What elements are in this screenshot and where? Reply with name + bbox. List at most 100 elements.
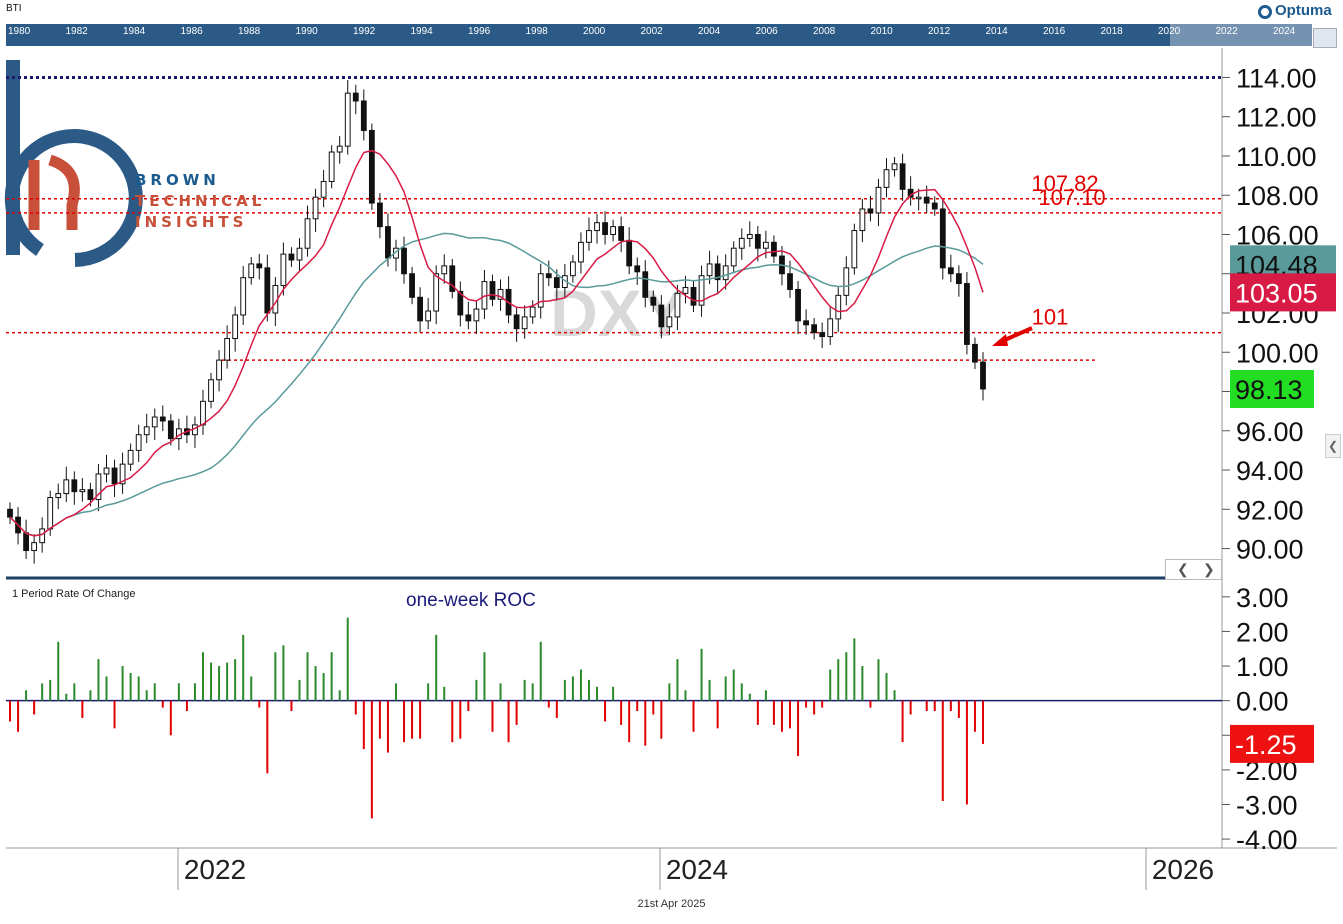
price-y-tick-label: 112.00 (1236, 103, 1317, 133)
candle-body (489, 281, 496, 300)
navigator-year-label: 1982 (65, 26, 88, 37)
price-y-tick-label: 110.00 (1236, 142, 1317, 172)
roc-y-tick-label: -4.00 (1236, 825, 1298, 855)
candle-body (875, 186, 882, 214)
candle-body (256, 263, 263, 269)
candle-body (859, 208, 866, 232)
logo-brown-label: BROWN (135, 171, 220, 189)
navigator-scroll-button[interactable] (1313, 28, 1337, 48)
navigator-year-label: 2006 (755, 26, 778, 37)
candle-body (537, 273, 544, 308)
navigator-year-label: 1986 (180, 26, 203, 37)
candle-body (63, 479, 70, 495)
candle-body (674, 292, 681, 318)
candle-body (939, 208, 946, 269)
price-y-tick-label: 100.00 (1236, 338, 1319, 368)
roc-pane-title: 1 Period Rate Of Change (12, 588, 136, 600)
candle-body (891, 163, 898, 171)
navigator-window[interactable] (1170, 24, 1312, 46)
candle-body (473, 308, 480, 322)
candle-body (409, 273, 415, 298)
timeline-navigator[interactable]: 1980 1982 1984 1986 1988 1990 1992 1994 1996 1998… (6, 24, 1312, 46)
candle-body (167, 420, 174, 440)
navigator-year-label: 2024 (1273, 26, 1296, 37)
x-axis-tick-label: 2024 (666, 854, 728, 885)
candle-body (650, 296, 657, 306)
candle-body (722, 265, 729, 281)
candle-body (352, 92, 359, 102)
level-label: 101 (1032, 305, 1069, 330)
logo-mark-icon (28, 154, 80, 230)
x-axis-tick-label: 2022 (184, 854, 246, 885)
candle-body (738, 237, 745, 249)
side-panel-chevron-icon[interactable]: ❮ (1325, 434, 1341, 458)
navigator-year-label: 2022 (1215, 26, 1238, 37)
candle-body (714, 263, 721, 281)
navigator-year-label: 2002 (640, 26, 663, 37)
candle-body (586, 230, 592, 243)
candle-body (578, 241, 584, 263)
roc-y-tick-label: 3.00 (1236, 583, 1289, 613)
candle-body (569, 261, 576, 277)
candle-body (690, 286, 697, 306)
candle-body (521, 316, 528, 330)
logo-insights-label: INSIGHTS (135, 213, 248, 231)
candle-body (658, 304, 665, 328)
candle-body (931, 202, 938, 210)
navigator-year-label: 2000 (583, 26, 606, 37)
price-y-tick-label: 90.00 (1236, 535, 1304, 565)
roc-annotation-label: one-week ROC (406, 590, 536, 611)
candle-body (457, 290, 464, 316)
candle-body (441, 265, 448, 275)
candle-body (240, 277, 247, 316)
candle-body (867, 208, 874, 214)
navigator-year-label: 2008 (813, 26, 836, 37)
candle-body (762, 241, 769, 249)
candle-body (915, 196, 922, 200)
candle-body (746, 233, 753, 239)
candle-body (795, 288, 801, 322)
candle-body (787, 273, 793, 290)
candle-body (296, 247, 303, 261)
candle-body (320, 180, 327, 198)
navigator-year-label: 2020 (1158, 26, 1181, 37)
last-close-tag-bg (1230, 369, 1314, 408)
roc-last-value-tag: -1.25 (1235, 730, 1297, 760)
candle-body (377, 202, 383, 228)
candle-body (200, 400, 206, 426)
scroll-right-icon[interactable]: ❯ (1203, 561, 1215, 577)
candle-body (368, 129, 375, 204)
ma-fast-value-tag: 103.05 (1235, 278, 1318, 308)
candle-body (127, 449, 134, 465)
candle-body (706, 263, 713, 277)
candle-body (31, 542, 38, 552)
candle-body (851, 230, 858, 269)
candle-body (883, 169, 890, 188)
navigator-year-label: 1984 (123, 26, 146, 37)
navigator-year-label: 1996 (468, 26, 491, 37)
candle-body (964, 283, 970, 345)
candle-body (280, 253, 287, 287)
navigator-year-label: 2016 (1043, 26, 1066, 37)
moving-average-slow-line (9, 232, 984, 537)
candle-body (312, 196, 319, 220)
candle-body (143, 426, 150, 436)
candle-body (771, 241, 777, 257)
candle-body (634, 265, 641, 273)
navigator-year-label: 1980 (8, 26, 31, 37)
footer-date: 21st Apr 2025 (637, 898, 706, 910)
candle-body (79, 489, 86, 493)
candle-body (465, 314, 472, 322)
candle-body (529, 306, 536, 318)
pane-scroll-arrows[interactable]: ❮ ❯ (1165, 559, 1222, 580)
candle-body (513, 314, 520, 330)
candle-body (385, 226, 391, 259)
navigator-year-label: 2018 (1100, 26, 1123, 37)
candle-body (497, 288, 504, 300)
navigator-year-label: 1988 (238, 26, 261, 37)
candle-body (972, 343, 978, 363)
scroll-left-icon[interactable]: ❮ (1177, 561, 1189, 577)
candle-body (449, 265, 456, 292)
logo-technical-label: TECHNICAL (135, 192, 266, 210)
candle-body (208, 379, 214, 402)
